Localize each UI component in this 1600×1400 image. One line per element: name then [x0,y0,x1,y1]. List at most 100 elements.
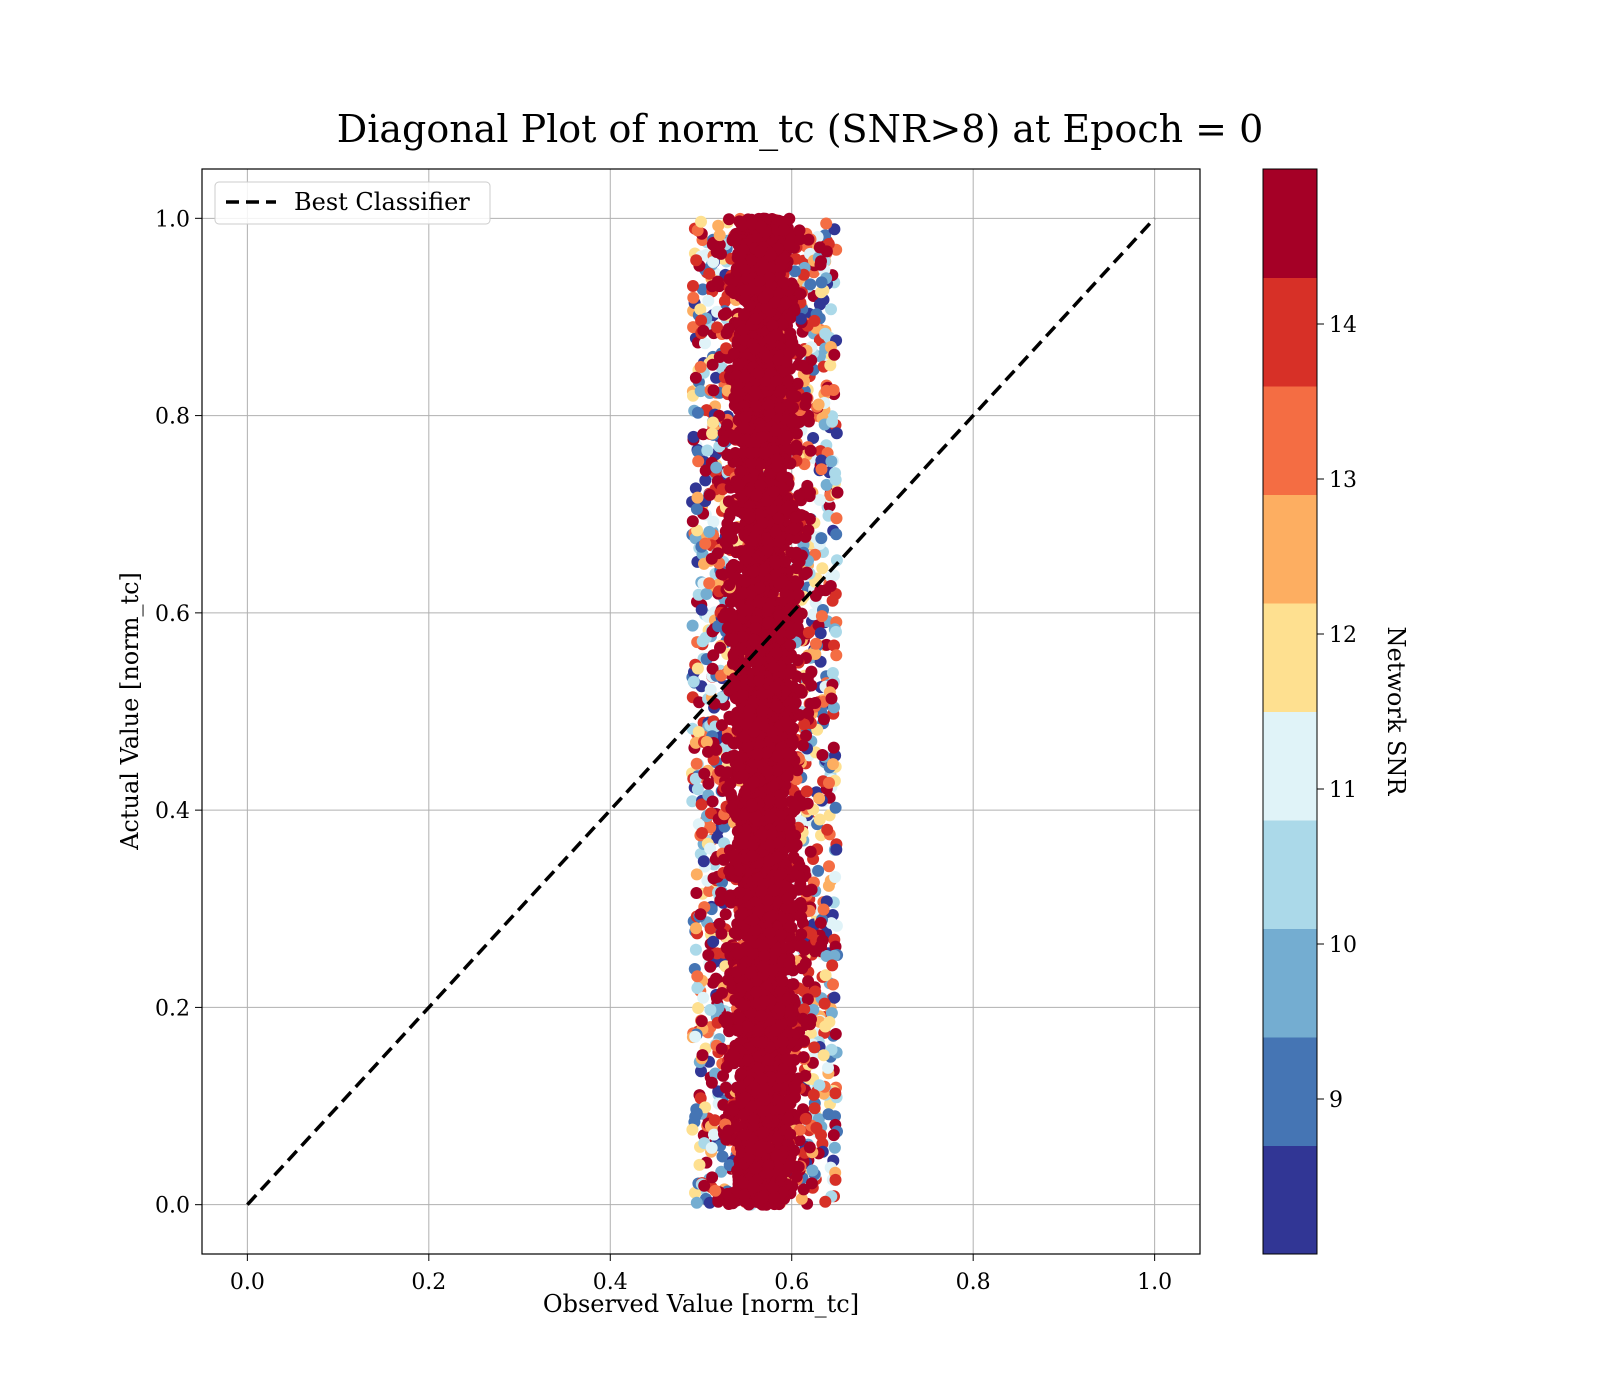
scatter-point [711,321,724,334]
scatter-point [800,785,813,798]
scatter-point [691,783,704,796]
scatter-point [702,777,715,790]
scatter-point [813,1079,826,1092]
scatter-point [692,445,704,458]
scatter-point [813,241,826,254]
scatter-point [708,1128,720,1141]
scatter-point [815,610,828,623]
scatter-point [825,455,838,468]
scatter-point [804,697,817,710]
scatter-point [797,739,809,752]
scatter-point [813,493,826,506]
scatter-point [696,283,709,296]
scatter-point [705,1076,718,1089]
scatter-point [830,649,843,662]
scatter-point [715,719,728,732]
scatter-point [817,903,830,916]
scatter-point [690,757,703,770]
scatter-point [692,455,705,468]
chart-title: Diagonal Plot of norm_tc (SNR>8) at Epoc… [337,107,1264,152]
scatter-point [797,1183,810,1196]
scatter-point [823,860,835,873]
scatter-point [828,639,840,652]
scatter-point [825,303,837,316]
scatter-point [701,444,714,457]
scatter-point [789,511,802,524]
scatter-point [814,584,827,597]
scatter-point [690,254,703,267]
scatter-point [704,922,717,935]
scatter-point [713,229,726,242]
scatter-point [706,427,719,440]
scatter-point [691,662,704,675]
scatter-point [794,312,807,325]
scatter-point [724,284,737,297]
scatter-point [697,324,710,337]
scatter-point [707,384,720,397]
scatter-point [805,1177,818,1190]
scatter-point [826,594,839,607]
scatter-point [696,827,708,839]
scatter-point [828,991,841,1004]
scatter-point [706,358,719,371]
scatter-point [690,1196,703,1209]
scatter-point [703,577,716,590]
scatter-point [704,683,717,696]
scatter-point [700,736,713,748]
scatter-point [830,554,843,567]
scatter-point [745,254,758,267]
scatter-point [823,1016,836,1028]
scatter-point [827,741,840,754]
scatter-point [732,479,745,492]
scatter-point [707,935,720,948]
scatter-point [781,1113,794,1126]
scatter-point [706,795,719,808]
scatter-point [692,1002,705,1014]
scatter-point [724,596,737,609]
scatter-point [798,718,811,731]
scatter-point [699,1101,712,1114]
scatter-point [713,351,726,363]
scatter-point [689,1186,701,1199]
scatter-point [802,975,815,988]
scatter-point [738,284,751,297]
scatter-point [796,1012,809,1025]
scatter-point [807,1088,820,1101]
scatter-point [776,975,789,987]
scatter-point [713,917,726,930]
scatter-point [802,524,815,537]
scatter-point [814,627,827,640]
scatter-point [805,883,818,896]
scatter-point [702,745,714,758]
scatter-point [814,916,827,929]
scatter-point [702,949,715,961]
scatter-point [715,927,728,940]
scatter-point [730,619,742,632]
scatter-point [727,347,740,360]
scatter-point [712,620,725,633]
scatter-point [795,686,808,699]
scatter-point [691,491,704,504]
scatter-point [829,871,842,883]
scatter-point [704,1003,717,1016]
scatter-point [798,1003,811,1016]
scatter-point [828,348,841,361]
scatter-point [720,307,733,320]
scatter-point [750,896,763,909]
scatter-point [808,1102,821,1115]
scatter-point [690,887,703,899]
scatter-point [812,398,825,411]
scatter-point [690,868,703,881]
scatter-point [707,416,719,429]
scatter-point [695,603,708,616]
scatter-point [732,358,745,371]
scatter-point [706,1171,719,1184]
scatter-point [689,943,702,956]
scatter-point [691,406,704,419]
scatter-point [800,566,813,579]
scatter-point [813,813,826,826]
scatter-point [818,997,831,1010]
scatter-point [830,625,842,638]
scatter-point [699,337,711,350]
